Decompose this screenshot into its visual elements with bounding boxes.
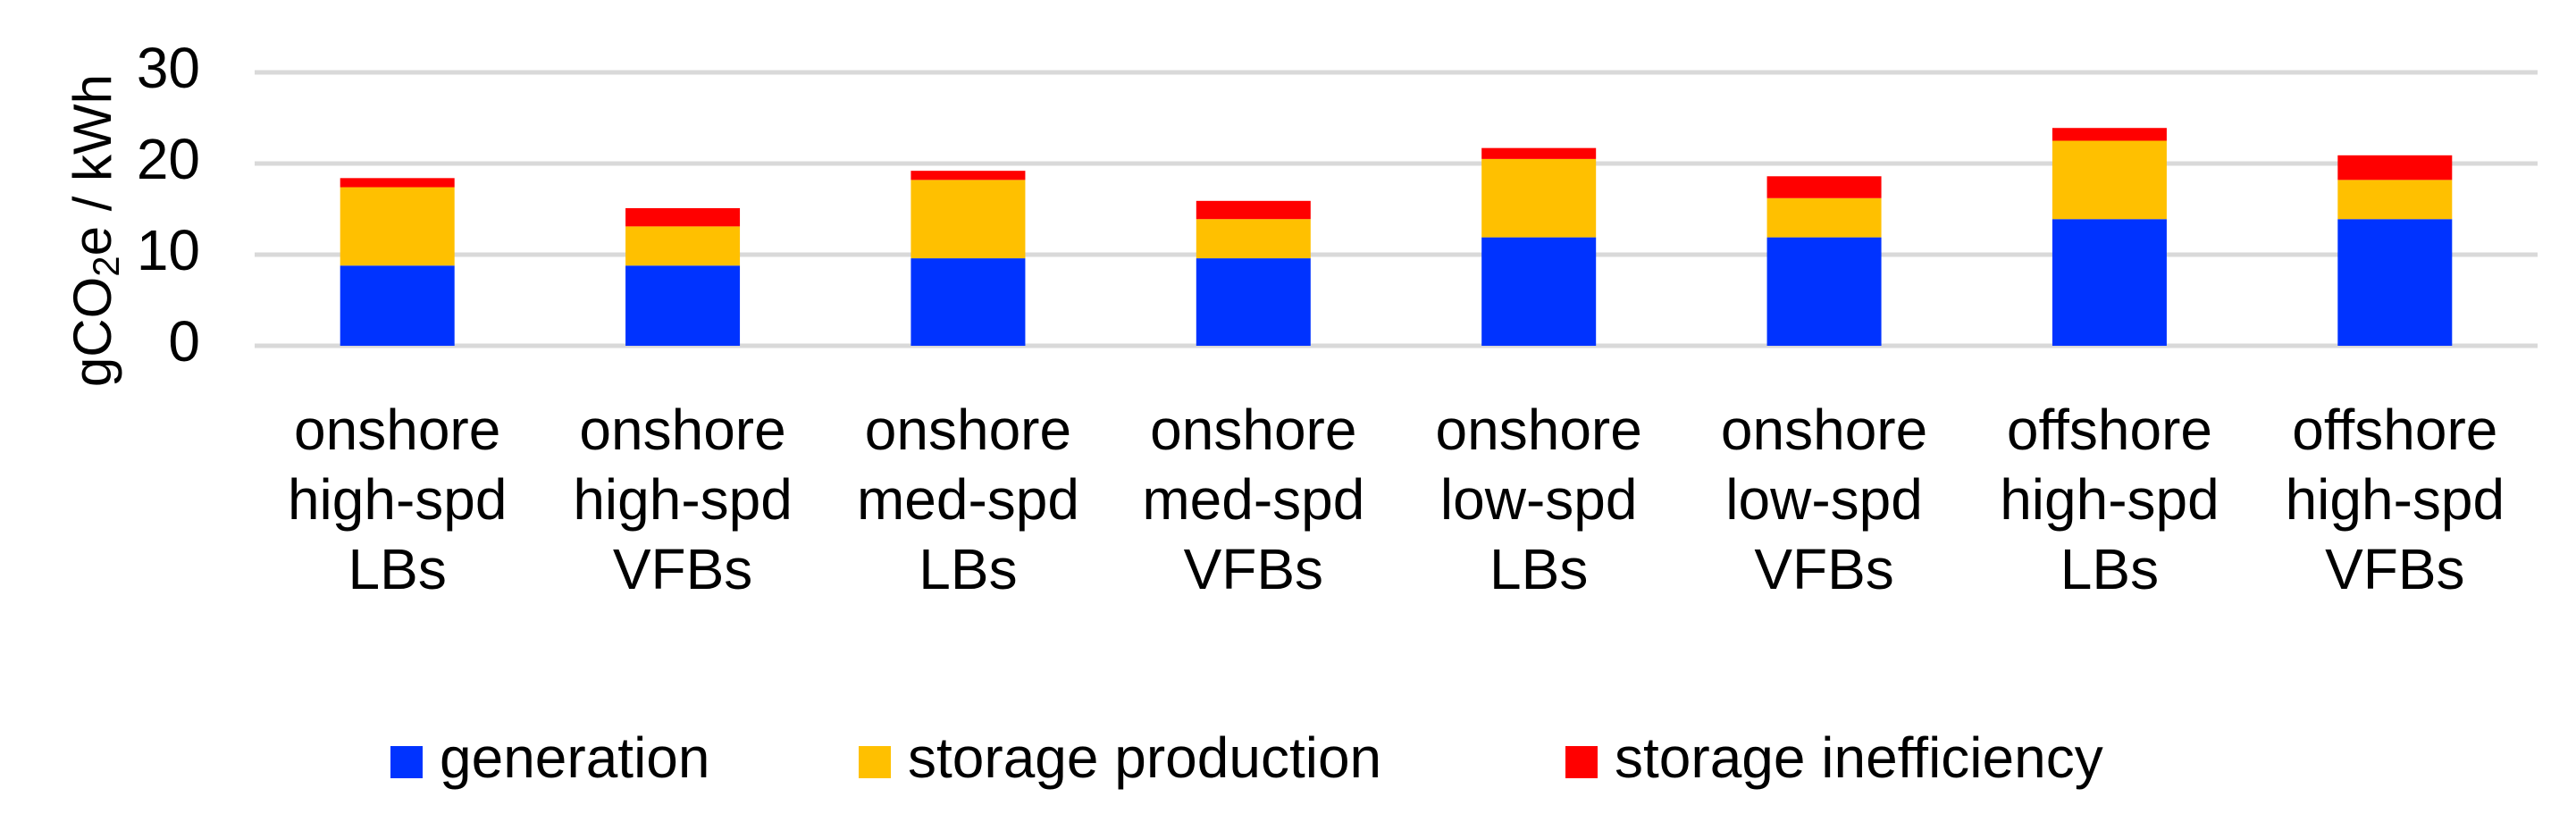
category-label-7-line-0: offshore <box>2292 398 2497 462</box>
category-label-0-line-2: LBs <box>348 537 447 601</box>
legend: generation storage production storage inef… <box>390 726 2103 790</box>
category-label-5: onshore low-spd VFBs <box>1721 398 1927 601</box>
category-label-4: onshore low-spd LBs <box>1436 398 1642 601</box>
y-axis-title-prefix: gCO <box>63 277 122 387</box>
bar-0-storage-production <box>340 187 455 266</box>
legend-label-storage-production: storage production <box>908 726 1381 790</box>
bar-4-storage-inefficiency <box>1481 147 1597 159</box>
category-label-7-line-1: high-spd <box>2286 467 2505 532</box>
category-label-5-line-1: low-spd <box>1725 467 1923 532</box>
category-label-2: onshore med-spd LBs <box>857 398 1079 601</box>
bar-6-storage-inefficiency <box>2052 128 2167 141</box>
bar-5-generation <box>1766 237 1882 346</box>
bar-3-generation <box>1196 258 1311 346</box>
y-axis-title-suffix: e / kWh <box>63 74 122 256</box>
category-label-4-line-2: LBs <box>1489 537 1588 601</box>
category-label-1-line-1: high-spd <box>573 467 793 532</box>
category-label-0: onshore high-spd LBs <box>288 398 508 601</box>
legend-label-generation: generation <box>440 726 709 790</box>
y-tick-label-20: 20 <box>137 127 200 191</box>
category-label-3-line-0: onshore <box>1150 398 1356 462</box>
legend-label-storage-inefficiency: storage inefficiency <box>1615 726 2103 790</box>
bar-4-storage-production <box>1481 158 1597 238</box>
bars <box>340 128 2453 346</box>
bar-6-storage-production <box>2052 140 2167 220</box>
y-axis-title-subscript: 2 <box>85 256 127 276</box>
bar-4-generation <box>1481 237 1597 346</box>
bar-2-generation <box>910 258 1026 346</box>
bar-1-generation <box>625 265 741 346</box>
y-axis-title: gCO2e / kWh <box>63 74 127 387</box>
y-tick-label-0: 0 <box>168 309 200 373</box>
y-axis-ticks: 0 10 20 30 <box>137 36 200 373</box>
bar-6-generation <box>2052 219 2167 346</box>
category-label-4-line-1: low-spd <box>1440 467 1638 532</box>
bar-5-storage-production <box>1766 197 1882 238</box>
bar-3-storage-production <box>1196 219 1311 259</box>
bar-1-storage-inefficiency <box>625 207 741 227</box>
category-label-1-line-0: onshore <box>579 398 785 462</box>
gridlines <box>255 70 2538 348</box>
bar-0-generation <box>340 265 455 346</box>
category-label-7-line-2: VFBs <box>2325 537 2464 601</box>
category-label-6-line-0: offshore <box>2007 398 2212 462</box>
legend-swatch-storage-inefficiency <box>1565 746 1598 778</box>
bar-7-storage-inefficiency <box>2337 155 2453 180</box>
category-label-6: offshore high-spd LBs <box>2000 398 2219 601</box>
category-label-4-line-0: onshore <box>1436 398 1642 462</box>
category-label-1-line-2: VFBs <box>613 537 752 601</box>
category-label-5-line-0: onshore <box>1721 398 1927 462</box>
category-label-1: onshore high-spd VFBs <box>573 398 793 601</box>
category-label-5-line-2: VFBs <box>1754 537 1893 601</box>
bar-2-storage-inefficiency <box>910 171 1026 180</box>
bar-0-storage-inefficiency <box>340 178 455 188</box>
category-label-2-line-2: LBs <box>919 537 1017 601</box>
category-label-2-line-0: onshore <box>865 398 1071 462</box>
bar-7-generation <box>2337 219 2453 346</box>
bar-2-storage-production <box>910 180 1026 259</box>
category-label-7: offshore high-spd VFBs <box>2286 398 2505 601</box>
legend-swatch-storage-production <box>859 746 891 778</box>
category-label-3-line-1: med-spd <box>1142 467 1364 532</box>
bar-7-storage-production <box>2337 180 2453 220</box>
bar-5-storage-inefficiency <box>1766 176 1882 198</box>
y-tick-label-10: 10 <box>137 218 200 282</box>
bar-3-storage-inefficiency <box>1196 200 1311 220</box>
category-label-0-line-1: high-spd <box>288 467 508 532</box>
bar-1-storage-production <box>625 226 741 266</box>
category-label-0-line-0: onshore <box>294 398 500 462</box>
category-label-3: onshore med-spd VFBs <box>1142 398 1364 601</box>
category-label-3-line-2: VFBs <box>1184 537 1323 601</box>
y-tick-label-30: 30 <box>137 36 200 100</box>
category-label-2-line-1: med-spd <box>857 467 1079 532</box>
category-label-6-line-1: high-spd <box>2000 467 2219 532</box>
legend-swatch-generation <box>390 746 423 778</box>
category-label-6-line-2: LBs <box>2060 537 2159 601</box>
